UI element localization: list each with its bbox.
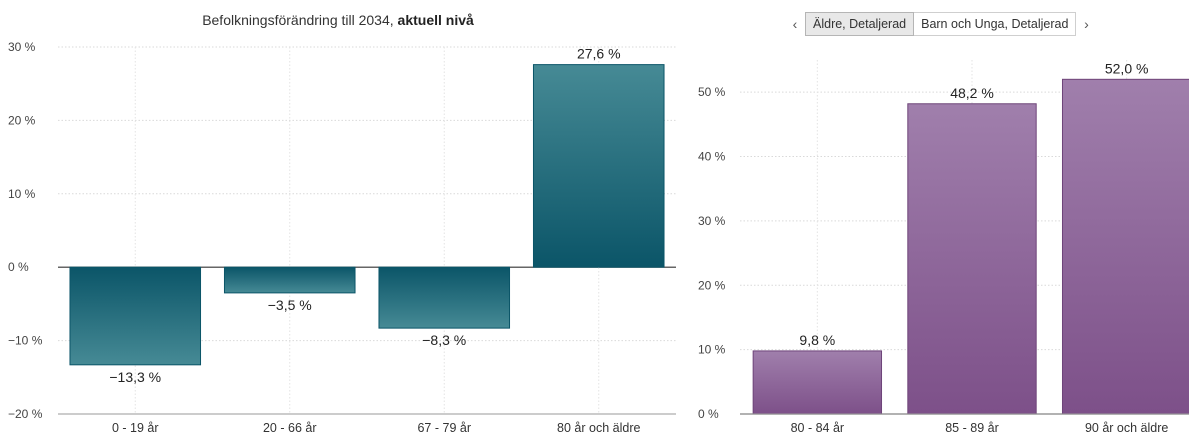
data-label: 9,8 % [799, 332, 835, 348]
bar [69, 266, 202, 366]
bar [378, 266, 511, 329]
y-tick-label: 30 % [698, 214, 726, 228]
chart-switcher: ‹ Äldre, Detaljerad Barn och Unga, Detal… [785, 12, 1096, 36]
tab-aldre-detaljerad[interactable]: Äldre, Detaljerad [805, 12, 915, 36]
chevron-left-icon[interactable]: ‹ [792, 16, 798, 32]
x-tick-label: 67 - 79 år [417, 421, 471, 435]
y-tick-label: 10 % [8, 187, 36, 201]
data-label: 27,6 % [577, 46, 621, 62]
data-label: 52,0 % [1105, 60, 1149, 76]
x-tick-label: 90 år och äldre [1085, 421, 1168, 435]
bar [907, 103, 1037, 415]
y-tick-label: 0 % [698, 407, 719, 421]
chevron-right-icon[interactable]: › [1084, 16, 1089, 32]
population-change-chart: Befolkningsförändring till 2034, aktuell… [8, 12, 676, 435]
data-label: 48,2 % [950, 85, 994, 101]
y-tick-label: 40 % [698, 150, 726, 164]
y-tick-label: 20 % [698, 278, 726, 292]
bar [1061, 78, 1189, 415]
elderly-detail-chart: 50 % 40 % 30 % 20 % 10 % 0 % 9,8 % 80 - 84 år 48… [698, 60, 1189, 435]
x-tick-label: 80 - 84 år [791, 421, 845, 435]
y-tick-label: 30 % [8, 40, 36, 54]
y-tick-label: 20 % [8, 113, 36, 127]
x-tick-label: 85 - 89 år [945, 421, 999, 435]
data-label: −8,3 % [422, 332, 466, 348]
x-tick-label: 0 - 19 år [112, 421, 159, 435]
x-tick-label: 20 - 66 år [263, 421, 317, 435]
bar [223, 266, 356, 294]
bar [752, 350, 883, 415]
data-label: −3,5 % [268, 297, 312, 313]
x-tick-label: 80 år och äldre [557, 421, 640, 435]
y-tick-label: −20 % [8, 407, 43, 421]
y-tick-label: 50 % [698, 85, 726, 99]
tab-barn-och-unga-detaljerad[interactable]: Barn och Unga, Detaljerad [914, 12, 1077, 36]
y-tick-label: 0 % [8, 260, 29, 274]
y-tick-label: 10 % [698, 343, 726, 357]
data-label: −13,3 % [109, 369, 161, 385]
y-tick-label: −10 % [8, 334, 43, 348]
bar [532, 64, 665, 268]
chart-title: Befolkningsförändring till 2034, aktuell… [202, 12, 474, 28]
